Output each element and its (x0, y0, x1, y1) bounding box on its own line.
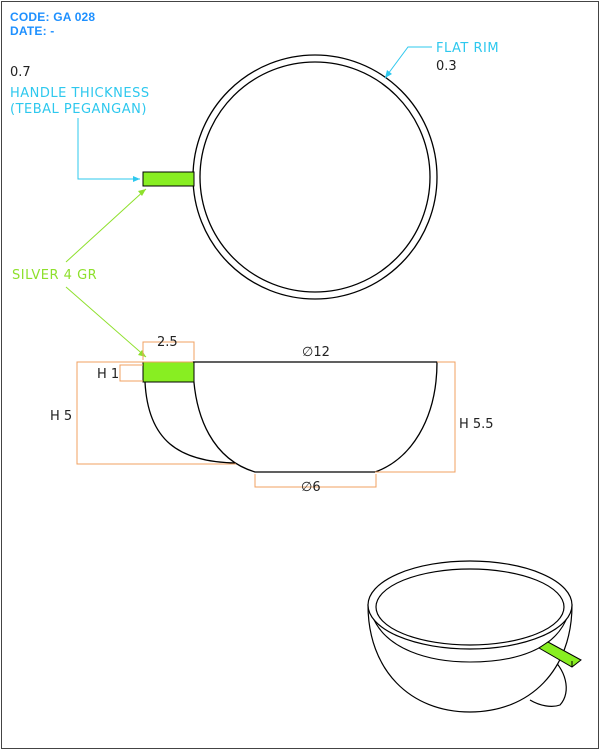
iso-handle-curve (529, 654, 567, 707)
dim-height-left (76, 361, 236, 465)
handle-thickness-leader (77, 118, 140, 182)
iso-inner-rim (375, 568, 565, 646)
date-label: DATE: - (10, 24, 55, 38)
side-view (142, 361, 438, 473)
handle-thickness-label: HANDLE THICKNESS (10, 86, 150, 101)
dim-height-left-label: H 5 (50, 409, 72, 424)
dim-handle-height (119, 364, 143, 382)
iso-inner-wall (371, 614, 569, 663)
top-view-outer-rim (192, 54, 438, 300)
dim-top-diameter-label: ∅12 (302, 345, 330, 360)
handle-thickness-label-indonesian: (TEBAL PEGANGAN) (10, 102, 147, 117)
flat-rim-value: 0.3 (436, 59, 457, 74)
silver-leader (65, 188, 147, 358)
isometric-view (367, 560, 582, 713)
silver-weight-label: SILVER 4 GR (12, 268, 97, 283)
dim-handle-width (142, 341, 195, 360)
dimension-lines (76, 341, 456, 488)
side-view-handle-silver (142, 361, 195, 383)
code-label: CODE: GA 028 (10, 10, 96, 24)
flat-rim-leader (384, 46, 432, 79)
dim-handle-width-label: 2.5 (157, 335, 178, 350)
side-view-bowl (192, 361, 438, 473)
handle-thickness-value: 0.7 (10, 65, 31, 80)
side-view-handle-curve (144, 381, 237, 464)
top-view-inner-rim (199, 61, 431, 293)
dim-height-right-label: H 5.5 (459, 417, 494, 432)
flat-rim-label: FLAT RIM (436, 41, 499, 56)
dim-base-diameter-label: ∅6 (301, 480, 321, 495)
iso-handle-silver (538, 641, 582, 668)
top-view (142, 54, 438, 300)
dim-handle-height-label: H 1 (97, 367, 119, 382)
top-view-handle (142, 171, 195, 187)
dim-height-right (375, 361, 456, 473)
dim-base-diameter (254, 474, 377, 488)
